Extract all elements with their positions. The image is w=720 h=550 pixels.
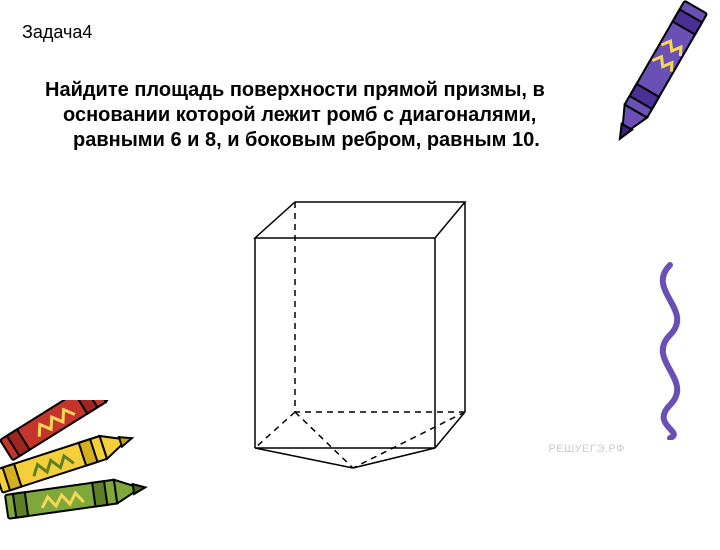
prism-diagram bbox=[235, 190, 485, 480]
problem-line-2: основании которой лежит ромб с диагоналя… bbox=[45, 103, 645, 128]
watermark-text: РЕШУЕГЭ.РФ bbox=[548, 443, 625, 455]
problem-text: Найдите площадь поверхности прямой призм… bbox=[45, 78, 645, 153]
problem-line-3: равными 6 и 8, и боковым ребром, равным … bbox=[45, 128, 645, 153]
prism-bottom-right bbox=[435, 412, 465, 448]
prism-base-diag-2 bbox=[353, 448, 435, 468]
prism-top-face bbox=[255, 202, 465, 238]
slide: Задача4 Найдите площадь поверхности прям… bbox=[0, 0, 720, 540]
prism-base-diag-1 bbox=[255, 448, 353, 468]
crayon-pile-icon bbox=[0, 400, 190, 550]
problem-line-1: Найдите площадь поверхности прямой призм… bbox=[45, 79, 545, 101]
crayon-purple-icon bbox=[610, 0, 720, 190]
prism-base-diag-3-hidden bbox=[295, 412, 353, 468]
prism-base-diag-4-hidden bbox=[353, 412, 465, 468]
prism-bottom-left-hidden bbox=[255, 412, 295, 448]
squiggle-icon bbox=[640, 260, 700, 440]
task-label: Задача4 bbox=[22, 22, 92, 43]
